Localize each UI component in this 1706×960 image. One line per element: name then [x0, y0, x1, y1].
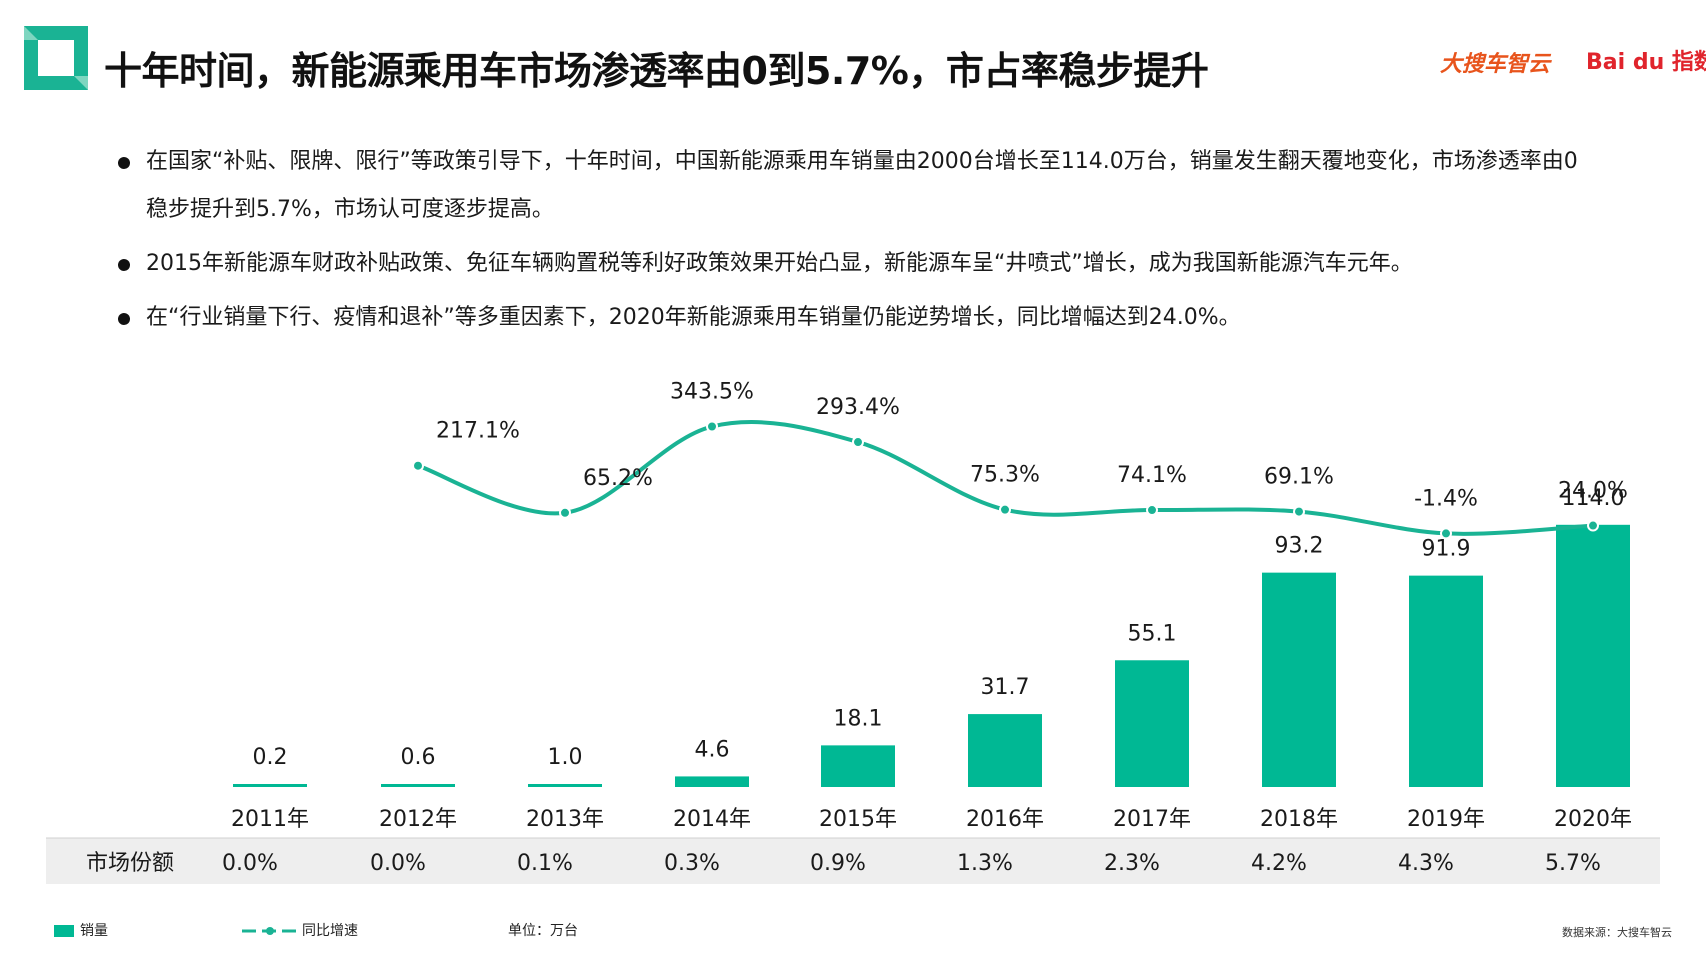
brand-logo-baidu-index: Bai du 指数 [1586, 44, 1706, 76]
bar-value-label: 93.2 [1275, 534, 1324, 559]
growth-point-2018年 [1293, 505, 1305, 518]
growth-point-2012年 [412, 459, 424, 472]
bar-2019年 [1409, 575, 1483, 787]
market-share-table-bg [46, 838, 1660, 884]
bar-value-label: 31.7 [981, 675, 1030, 700]
x-tick-label: 2020年 [1554, 807, 1632, 832]
bar-2014年 [675, 776, 749, 787]
bar-2018年 [1262, 572, 1336, 787]
bullet-text: 在国家“补贴、限牌、限行”等政策引导下，十年时间，中国新能源乘用车销量由2000… [146, 149, 1578, 222]
growth-value-label: 74.1% [1117, 463, 1187, 488]
logo-icon [24, 26, 88, 90]
market-share-value: 0.3% [664, 851, 720, 876]
bar-value-label: 18.1 [834, 706, 883, 731]
bullet-item: 2015年新能源车财政补贴政策、免征车辆购置税等利好政策效果开始凸显，新能源车呈… [112, 240, 1592, 288]
x-tick-label: 2011年 [231, 807, 309, 832]
x-tick-label: 2013年 [526, 807, 604, 832]
page-title: 十年时间，新能源乘用车市场渗透率由0到5.7%，市占率稳步提升 [104, 49, 1209, 93]
bullet-item: 在“行业销量下行、疫情和退补”等多重因素下，2020年新能源乘用车销量仍能逆势增… [112, 294, 1592, 342]
bullet-list: 在国家“补贴、限牌、限行”等政策引导下，十年时间，中国新能源乘用车销量由2000… [112, 138, 1592, 348]
bullet-dot-icon [118, 313, 130, 325]
market-share-value: 1.3% [957, 851, 1013, 876]
bar-value-label: 0.6 [401, 745, 436, 770]
bullet-item: 在国家“补贴、限牌、限行”等政策引导下，十年时间，中国新能源乘用车销量由2000… [112, 138, 1592, 234]
x-tick-label: 2019年 [1407, 807, 1485, 832]
market-share-value: 0.9% [810, 851, 866, 876]
bar-2011年 [233, 784, 307, 787]
bar-value-label: 91.9 [1422, 537, 1471, 562]
bar-value-label: 0.2 [253, 745, 288, 770]
bar-2012年 [381, 784, 455, 787]
market-share-value: 0.0% [222, 851, 278, 876]
growth-value-label: 293.4% [816, 395, 900, 420]
market-share-value: 0.0% [370, 851, 426, 876]
growth-value-label: -1.4% [1414, 486, 1478, 511]
bullet-dot-icon [118, 259, 130, 271]
x-tick-label: 2017年 [1113, 807, 1191, 832]
market-share-value: 5.7% [1545, 851, 1601, 876]
market-share-value: 4.2% [1251, 851, 1307, 876]
growth-point-2015年 [852, 436, 864, 449]
growth-point-2019年 [1440, 527, 1452, 540]
legend-bar: 销量 [54, 920, 108, 940]
market-share-value: 4.3% [1398, 851, 1454, 876]
bar-2015年 [821, 745, 895, 787]
bar-2020年 [1556, 524, 1630, 787]
x-tick-label: 2014年 [673, 807, 751, 832]
growth-value-label: 69.1% [1264, 465, 1334, 490]
brand-logo-dasouche: 大搜车智云 [1440, 52, 1551, 77]
legend-unit: 单位：万台 [508, 923, 578, 939]
x-tick-label: 2018年 [1260, 807, 1338, 832]
legend-bar-swatch-icon [54, 925, 74, 937]
bar-value-label: 1.0 [548, 745, 583, 770]
bar-2017年 [1115, 660, 1189, 787]
growth-point-2013年 [559, 506, 571, 519]
x-tick-label: 2015年 [819, 807, 897, 832]
brand-text: Bai du 指数 [1586, 50, 1706, 75]
bar-value-label: 55.1 [1128, 621, 1177, 646]
bullet-text: 2015年新能源车财政补贴政策、免征车辆购置税等利好政策效果开始凸显，新能源车呈… [146, 251, 1413, 276]
legend-line-swatch-icon [242, 927, 298, 935]
legend-line-label: 同比增速 [302, 923, 358, 939]
bar-2016年 [968, 714, 1042, 787]
bullet-dot-icon [118, 157, 130, 169]
legend-bar-label: 销量 [80, 923, 108, 939]
bar-value-label: 4.6 [695, 737, 730, 762]
market-share-value: 2.3% [1104, 851, 1160, 876]
growth-point-2016年 [999, 503, 1011, 516]
x-tick-label: 2016年 [966, 807, 1044, 832]
bullet-text: 在“行业销量下行、疫情和退补”等多重因素下，2020年新能源乘用车销量仍能逆势增… [146, 305, 1241, 330]
legend-line: 同比增速 [242, 920, 358, 940]
market-share-value: 0.1% [517, 851, 573, 876]
growth-value-label: 24.0% [1558, 479, 1628, 504]
x-tick-label: 2012年 [379, 807, 457, 832]
growth-value-label: 343.5% [670, 380, 754, 405]
growth-value-label: 75.3% [970, 463, 1040, 488]
growth-point-2020年 [1587, 519, 1599, 532]
growth-point-2017年 [1146, 504, 1158, 517]
growth-value-label: 65.2% [583, 466, 653, 491]
table-row-label: 市场份额 [86, 851, 174, 876]
growth-value-label: 217.1% [436, 419, 520, 444]
data-source: 数据来源：大搜车智云 [1562, 926, 1672, 939]
bar-value-label: 114.0 [1562, 486, 1625, 511]
growth-point-2014年 [706, 420, 718, 433]
bar-2013年 [528, 784, 602, 787]
